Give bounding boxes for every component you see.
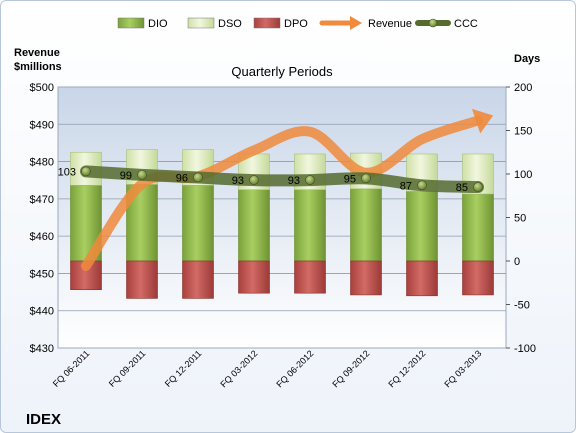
left-tick-label: $450: [30, 268, 54, 280]
bar-dpo: [182, 260, 214, 299]
legend-label-dpo: DPO: [284, 18, 308, 30]
right-axis-label: Days: [514, 53, 540, 65]
bar-dio: [294, 189, 326, 262]
left-axis-label-line1: Revenue: [14, 47, 60, 59]
bar-dio: [406, 191, 438, 262]
bar-dio: [350, 188, 382, 262]
bar-dpo: [294, 260, 326, 294]
x-tick-label: FQ 09-2012: [330, 348, 371, 389]
left-axis: $430 $440 $450 $460 $470 $480 $490 $500: [30, 82, 54, 355]
left-tick-label: $500: [30, 82, 54, 94]
legend-swatch-revenue-head: [350, 16, 362, 30]
bar-dpo: [238, 260, 270, 294]
ccc-point: [305, 175, 315, 185]
revenue-arrowhead: [471, 108, 494, 134]
bar-dpo: [406, 260, 438, 297]
ccc-data-label: 93: [288, 175, 300, 187]
ccc-data-label: 87: [400, 180, 412, 192]
legend: DIO DSO DPO Revenue CCC: [117, 16, 478, 30]
bar-dio: [462, 193, 494, 262]
legend-label-ccc: CCC: [454, 18, 478, 30]
bars: [70, 149, 494, 299]
legend-swatch-dso: [187, 17, 215, 29]
left-tick-label: $440: [30, 306, 54, 318]
right-axis: -100 -50 0 50 100 150 200: [506, 82, 536, 355]
ccc-point: [137, 170, 147, 180]
ccc-line: 103 99 96 93 93 95 87 85: [58, 165, 484, 194]
ccc-data-label: 96: [176, 172, 188, 184]
x-tick-label: FQ 12-2011: [163, 348, 204, 389]
legend-swatch-dpo: [253, 17, 281, 29]
x-tick-label: FQ 06-2012: [274, 348, 315, 389]
x-tick-label: FQ 03-2012: [218, 348, 259, 389]
bar-dpo: [462, 260, 494, 296]
ccc-data-label: 93: [232, 175, 244, 187]
ccc-point: [81, 166, 91, 177]
ccc-data-label: 99: [120, 170, 132, 182]
bar-dpo: [126, 260, 158, 299]
right-tick-label: 200: [514, 82, 532, 94]
bar-dpo: [350, 260, 382, 296]
company-name: IDEX: [26, 411, 61, 428]
right-tick-label: 0: [514, 256, 520, 268]
revenue-line: [81, 108, 494, 271]
right-tick-label: 150: [514, 126, 532, 138]
right-tick-label: 50: [514, 213, 526, 225]
ccc-point: [193, 172, 203, 183]
legend-label-dio: DIO: [148, 18, 168, 30]
right-tick-label: -100: [514, 343, 536, 355]
bar-dio: [238, 189, 270, 262]
ccc-point: [361, 173, 371, 184]
ccc-data-label: 103: [58, 166, 76, 178]
legend-swatch-dio: [117, 17, 145, 29]
left-tick-label: $460: [30, 231, 54, 243]
legend-swatch-ccc-dot: [428, 18, 438, 28]
legend-label-dso: DSO: [218, 18, 242, 30]
left-tick-label: $470: [30, 194, 54, 206]
left-tick-label: $490: [30, 119, 54, 131]
x-tick-label: FQ 09-2011: [107, 348, 148, 389]
x-tick-label: FQ 03-2013: [442, 348, 483, 389]
ccc-data-label: 95: [344, 173, 356, 185]
ccc-point: [417, 180, 427, 191]
ccc-point: [473, 182, 483, 192]
revenue-path: [81, 115, 483, 271]
x-tick-label: FQ 12-2012: [386, 348, 427, 389]
right-tick-label: -50: [514, 300, 530, 312]
left-tick-label: $430: [30, 343, 54, 355]
plot-area: [57, 86, 507, 349]
x-axis: FQ 06-2011 FQ 09-2011 FQ 12-2011 FQ 03-2012…: [51, 348, 484, 389]
right-tick-label: 100: [514, 169, 532, 181]
ccc-data-label: 85: [456, 182, 468, 194]
bar-dio: [182, 185, 214, 262]
left-tick-label: $480: [30, 157, 54, 169]
x-tick-label: FQ 06-2011: [51, 348, 92, 389]
legend-label-revenue: Revenue: [368, 18, 412, 30]
ccc-point: [249, 175, 259, 185]
left-axis-label-line2: $millions: [14, 61, 62, 73]
chart-title: Quarterly Periods: [231, 64, 333, 79]
